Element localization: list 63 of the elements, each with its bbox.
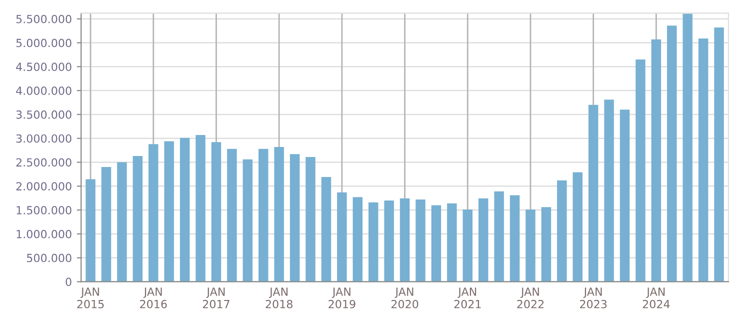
y-tick-label: 3.000.000 — [16, 134, 72, 143]
bar — [86, 179, 96, 282]
bar — [698, 38, 708, 282]
bar — [588, 104, 598, 282]
bar — [274, 146, 284, 282]
bar — [242, 159, 253, 282]
bar — [384, 200, 394, 282]
bar — [478, 198, 488, 282]
bar — [227, 148, 237, 282]
x-tick-label: JAN 2015 — [77, 288, 104, 308]
bar — [180, 138, 190, 282]
y-tick-label: 3.500.000 — [16, 110, 72, 119]
bar — [164, 141, 174, 282]
bar — [196, 135, 206, 282]
bar — [117, 162, 127, 282]
y-tick-label: 4.500.000 — [16, 62, 72, 72]
bar — [368, 202, 378, 282]
bar — [337, 192, 347, 282]
y-tick-label: 2.000.000 — [16, 182, 72, 191]
bar — [352, 197, 363, 282]
bar — [148, 144, 158, 282]
x-tick-label: JAN 2020 — [391, 288, 418, 308]
bar — [290, 154, 300, 282]
y-tick-label: 5.000.000 — [16, 38, 72, 48]
bar — [258, 148, 268, 282]
bar — [604, 100, 614, 282]
bar — [667, 26, 677, 282]
bar — [132, 156, 143, 282]
bar — [526, 210, 536, 282]
x-tick-label: JAN 2019 — [328, 288, 356, 308]
bar — [494, 191, 504, 282]
bar — [620, 110, 630, 282]
y-tick-label: 5.500.000 — [16, 14, 72, 24]
y-tick-label: 1.000.000 — [16, 230, 72, 238]
bar — [557, 180, 567, 282]
bar — [431, 205, 442, 282]
bar — [572, 172, 582, 282]
y-tick-label: 2.500.000 — [16, 158, 72, 167]
x-tick-label: JAN 2023 — [580, 288, 607, 308]
bar — [636, 60, 646, 282]
x-tick-label: JAN 2016 — [140, 288, 167, 308]
bar — [321, 177, 332, 282]
bar — [306, 156, 316, 282]
bar — [682, 14, 692, 282]
bar — [447, 203, 457, 282]
x-tick-label: JAN 2024 — [642, 288, 670, 308]
bar — [714, 27, 724, 282]
y-tick-label: 1.500.000 — [16, 206, 72, 214]
bar — [541, 207, 552, 282]
bar — [462, 210, 473, 282]
bar — [651, 39, 662, 282]
bar — [416, 200, 426, 282]
bar — [400, 198, 410, 282]
x-tick-label: JAN 2018 — [266, 288, 292, 308]
x-tick-label: JAN 2017 — [202, 288, 230, 308]
bar — [211, 142, 222, 282]
bar — [510, 195, 520, 282]
y-tick-label: 0 — [66, 278, 72, 286]
y-tick-label: 500.000 — [26, 254, 72, 262]
x-tick-label: JAN 2021 — [454, 288, 481, 308]
x-tick-label: JAN 2022 — [517, 288, 544, 308]
y-tick-label: 4.000.000 — [16, 86, 72, 95]
bar — [101, 167, 112, 282]
